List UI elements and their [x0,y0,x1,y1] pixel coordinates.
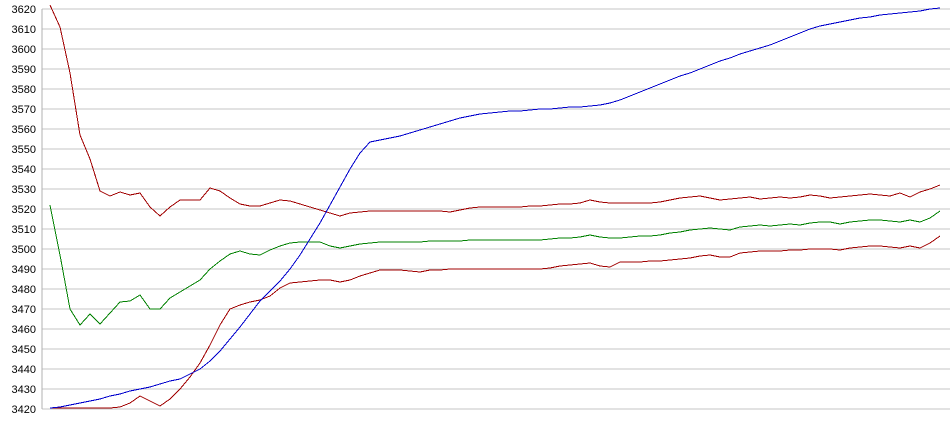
y-tick-label: 3420 [12,404,36,416]
y-tick-label: 3620 [12,4,36,16]
y-tick-label: 3600 [12,44,36,56]
y-tick-label: 3520 [12,204,36,216]
y-tick-label: 3470 [12,304,36,316]
y-tick-label: 3540 [12,164,36,176]
y-tick-label: 3450 [12,344,36,356]
y-tick-label: 3480 [12,284,36,296]
y-tick-label: 3570 [12,104,36,116]
y-tick-label: 3550 [12,144,36,156]
y-tick-label: 3590 [12,64,36,76]
red-lower-line [50,235,941,409]
y-tick-label: 3510 [12,224,36,236]
y-tick-label: 3460 [12,324,36,336]
y-tick-label: 3490 [12,264,36,276]
blue-line [49,7,941,409]
green-middle-line [49,204,941,326]
y-tick-label: 3440 [12,364,36,376]
red-upper-line [49,4,941,217]
y-tick-label: 3500 [12,244,36,256]
y-tick-label: 3530 [12,184,36,196]
y-tick-label: 3560 [12,124,36,136]
y-tick-label: 3430 [12,384,36,396]
y-tick-label: 3580 [12,84,36,96]
y-tick-label: 3610 [12,24,36,36]
